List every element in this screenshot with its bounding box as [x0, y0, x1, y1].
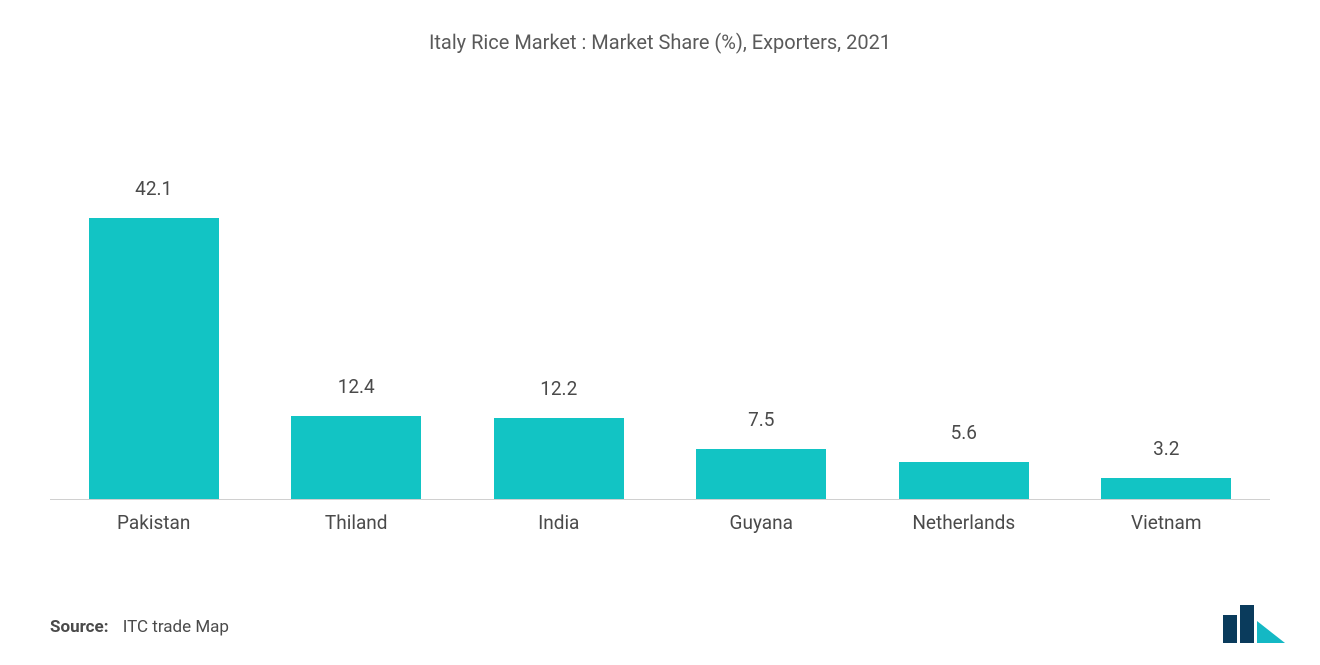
source-label: Source: [50, 617, 108, 637]
bar-value-label: 12.2 [494, 377, 624, 400]
bar-value-label: 5.6 [899, 421, 1029, 444]
bar-group: 5.6Netherlands [899, 99, 1029, 499]
bar-category-label: Pakistan [117, 499, 190, 534]
bar-group: 3.2Vietnam [1101, 99, 1231, 499]
bar-value-label: 12.4 [291, 375, 421, 398]
bar [1101, 478, 1231, 499]
bar [696, 449, 826, 499]
bar-category-label: Thiland [325, 499, 388, 534]
bar-group: 7.5Guyana [696, 99, 826, 499]
bar-category-label: Vietnam [1131, 499, 1202, 534]
bar-category-label: India [538, 499, 579, 534]
source-attribution: Source: ITC trade Map [50, 617, 229, 637]
bar-group: 42.1Pakistan [89, 99, 219, 499]
bar-value-label: 3.2 [1101, 437, 1231, 460]
bar [89, 218, 219, 499]
bar [494, 418, 624, 499]
bar [291, 416, 421, 499]
bar-group: 12.4Thiland [291, 99, 421, 499]
chart-plot-area: 42.1Pakistan 12.4Thiland 12.2India 7.5Guyan… [50, 100, 1270, 500]
bar-value-label: 7.5 [696, 408, 826, 431]
bar-category-label: Guyana [730, 499, 793, 534]
bar-value-label: 42.1 [89, 177, 219, 200]
chart-title: Italy Rice Market : Market Share (%), Ex… [0, 0, 1320, 54]
bar-category-label: Netherlands [912, 499, 1015, 534]
bar-group: 12.2India [494, 99, 624, 499]
brand-logo-icon [1223, 605, 1285, 643]
bar [899, 462, 1029, 499]
source-text: ITC trade Map [123, 617, 229, 637]
